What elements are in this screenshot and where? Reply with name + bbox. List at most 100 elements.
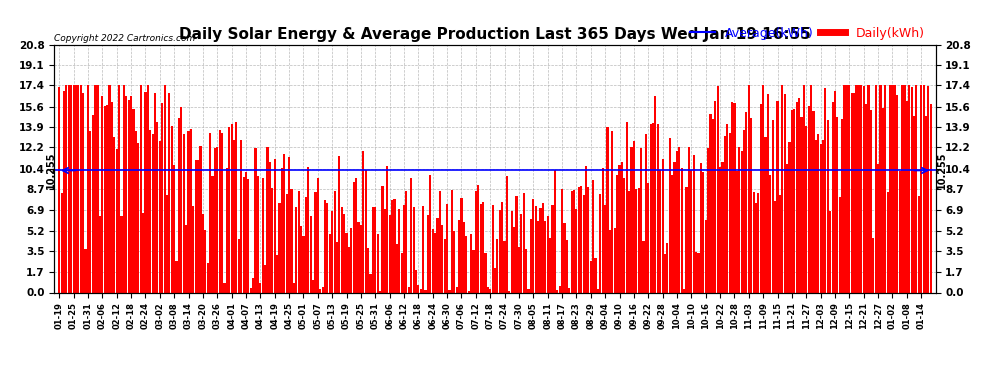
Bar <box>283 154 285 292</box>
Bar <box>324 200 326 292</box>
Bar <box>221 133 223 292</box>
Bar <box>173 165 175 292</box>
Bar <box>528 289 530 292</box>
Bar <box>111 102 113 292</box>
Bar <box>168 93 170 292</box>
Text: 10.255: 10.255 <box>937 152 946 189</box>
Bar <box>570 190 572 292</box>
Bar <box>788 142 791 292</box>
Bar <box>398 209 400 292</box>
Bar <box>307 167 309 292</box>
Bar <box>817 134 820 292</box>
Bar <box>121 216 123 292</box>
Bar <box>418 285 420 292</box>
Bar <box>278 203 280 292</box>
Bar <box>829 211 832 292</box>
Bar <box>491 205 494 292</box>
Bar <box>599 194 602 292</box>
Bar <box>793 109 795 292</box>
Bar <box>742 130 745 292</box>
Bar <box>140 85 142 292</box>
Bar <box>633 141 635 292</box>
Bar <box>678 147 680 292</box>
Bar <box>420 289 422 292</box>
Bar <box>803 85 805 292</box>
Bar <box>367 249 369 292</box>
Bar <box>597 289 599 292</box>
Bar <box>820 144 822 292</box>
Bar <box>226 168 228 292</box>
Bar <box>592 180 594 292</box>
Bar <box>113 136 116 292</box>
Bar <box>575 209 577 292</box>
Bar <box>219 130 221 292</box>
Bar <box>295 207 297 292</box>
Bar <box>551 205 553 292</box>
Bar <box>504 241 506 292</box>
Bar <box>556 290 558 292</box>
Bar <box>722 162 724 292</box>
Bar <box>681 168 683 292</box>
Bar <box>489 289 491 292</box>
Bar <box>661 159 663 292</box>
Bar <box>415 270 417 292</box>
Bar <box>511 210 513 292</box>
Bar <box>690 170 692 292</box>
Bar <box>448 290 450 292</box>
Bar <box>640 148 643 292</box>
Bar <box>594 258 597 292</box>
Bar <box>786 164 788 292</box>
Bar <box>319 288 322 292</box>
Bar <box>860 85 862 292</box>
Bar <box>764 137 766 292</box>
Bar <box>266 147 268 292</box>
Bar <box>281 168 283 292</box>
Bar <box>327 202 329 292</box>
Bar <box>825 88 827 292</box>
Bar <box>643 241 644 292</box>
Bar <box>60 194 62 292</box>
Bar <box>224 283 226 292</box>
Bar <box>427 215 429 292</box>
Bar <box>604 205 606 292</box>
Bar <box>453 231 455 292</box>
Bar <box>506 177 508 292</box>
Bar <box>710 114 712 292</box>
Bar <box>271 188 273 292</box>
Bar <box>896 95 898 292</box>
Bar <box>719 167 721 292</box>
Bar <box>252 278 254 292</box>
Bar <box>796 102 798 292</box>
Bar <box>513 226 515 292</box>
Bar <box>774 201 776 292</box>
Bar <box>425 290 427 292</box>
Bar <box>484 253 486 292</box>
Bar <box>636 189 638 292</box>
Bar <box>611 131 614 292</box>
Bar <box>432 229 434 292</box>
Bar <box>374 207 376 292</box>
Bar <box>884 85 886 292</box>
Bar <box>467 291 469 292</box>
Bar <box>72 85 74 292</box>
Bar <box>832 102 834 292</box>
Bar <box>894 85 896 292</box>
Bar <box>887 192 889 292</box>
Bar <box>156 122 158 292</box>
Bar <box>928 86 930 292</box>
Bar <box>264 265 266 292</box>
Bar <box>565 240 568 292</box>
Bar <box>259 283 261 292</box>
Text: 10.255: 10.255 <box>46 152 55 189</box>
Bar <box>312 280 314 292</box>
Bar <box>334 191 336 292</box>
Bar <box>434 233 437 292</box>
Bar <box>918 196 920 292</box>
Bar <box>626 122 628 292</box>
Bar <box>850 93 852 292</box>
Bar <box>578 187 580 292</box>
Bar <box>147 85 148 292</box>
Bar <box>700 163 702 292</box>
Bar <box>372 207 374 292</box>
Bar <box>212 176 214 292</box>
